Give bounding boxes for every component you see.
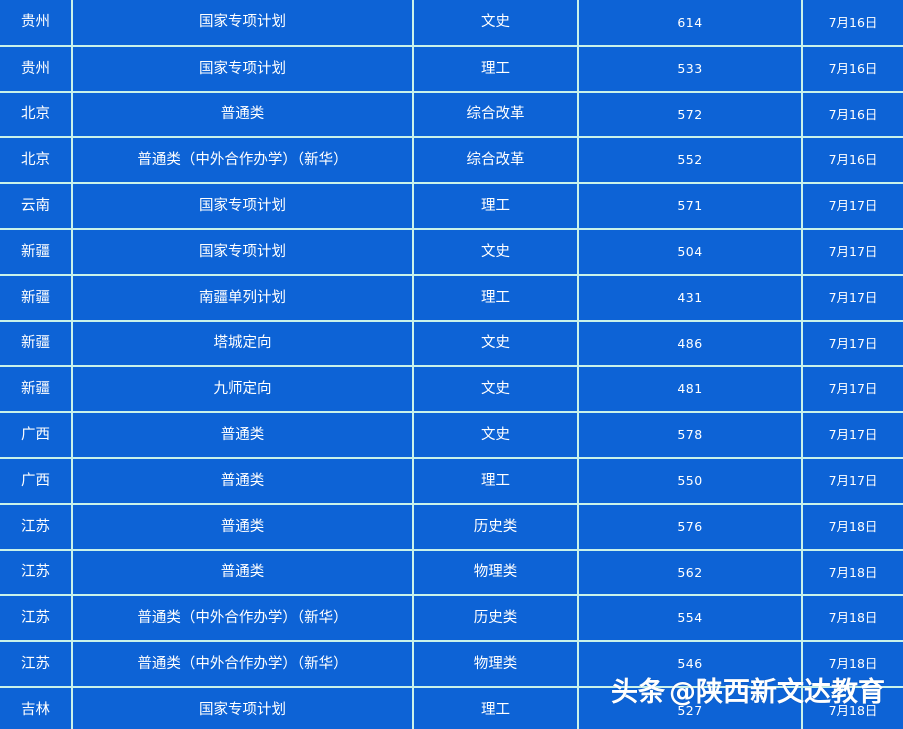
- cell-plan: 国家专项计划: [72, 686, 414, 729]
- cell-score: 431: [578, 274, 803, 322]
- cell-score: 552: [578, 137, 803, 185]
- table-row: 新疆 塔城定向 文史 486 7月17日: [0, 320, 903, 368]
- cell-date: 7月16日: [802, 45, 903, 93]
- cell-plan: 普通类: [72, 91, 414, 139]
- cell-date: 7月18日: [802, 549, 903, 597]
- cell-category: 综合改革: [413, 91, 579, 139]
- table-row: 贵州 国家专项计划 文史 614 7月16日: [0, 0, 903, 47]
- table-row: 江苏 普通类 物理类 562 7月18日: [0, 549, 903, 597]
- cell-plan: 塔城定向: [72, 320, 414, 368]
- cell-province: 新疆: [0, 366, 73, 414]
- cell-category: 理工: [413, 457, 579, 505]
- cell-province: 北京: [0, 137, 73, 185]
- table-row: 贵州 国家专项计划 理工 533 7月16日: [0, 45, 903, 93]
- table-row: 北京 普通类（中外合作办学）（新华） 综合改革 552 7月16日: [0, 137, 903, 185]
- table-row: 江苏 普通类 历史类 576 7月18日: [0, 503, 903, 551]
- cell-province: 江苏: [0, 641, 73, 688]
- table-row: 江苏 普通类（中外合作办学）（新华） 物理类 546 7月18日: [0, 641, 903, 688]
- cell-date: 7月17日: [802, 228, 903, 276]
- cell-plan: 九师定向: [72, 366, 414, 414]
- cell-category: 历史类: [413, 503, 579, 551]
- cell-score: 546: [578, 641, 803, 688]
- table-row: 新疆 九师定向 文史 481 7月17日: [0, 366, 903, 414]
- table-row: 新疆 南疆单列计划 理工 431 7月17日: [0, 274, 903, 322]
- cell-plan: 普通类: [72, 457, 414, 505]
- cell-province: 新疆: [0, 320, 73, 368]
- cell-date: 7月16日: [802, 0, 903, 47]
- cell-province: 北京: [0, 91, 73, 139]
- cell-date: 7月16日: [802, 91, 903, 139]
- cell-score: 562: [578, 549, 803, 597]
- cell-category: 文史: [413, 366, 579, 414]
- table-row: 广西 普通类 文史 578 7月17日: [0, 412, 903, 459]
- cell-date: 7月18日: [802, 503, 903, 551]
- cell-date: 7月17日: [802, 183, 903, 230]
- cell-score: 481: [578, 366, 803, 414]
- cell-date: 7月18日: [802, 686, 903, 729]
- table-row: 北京 普通类 综合改革 572 7月16日: [0, 91, 903, 139]
- cell-date: 7月17日: [802, 274, 903, 322]
- cell-category: 物理类: [413, 549, 579, 597]
- cell-plan: 普通类: [72, 503, 414, 551]
- cell-category: 理工: [413, 274, 579, 322]
- cell-date: 7月17日: [802, 412, 903, 459]
- cell-plan: 普通类: [72, 412, 414, 459]
- cell-score: 554: [578, 595, 803, 643]
- cell-category: 文史: [413, 412, 579, 459]
- cell-date: 7月18日: [802, 595, 903, 643]
- cell-category: 综合改革: [413, 137, 579, 185]
- cell-province: 新疆: [0, 274, 73, 322]
- table-row: 吉林 国家专项计划 理工 527 7月18日: [0, 686, 903, 729]
- cell-category: 理工: [413, 183, 579, 230]
- cell-plan: 国家专项计划: [72, 183, 414, 230]
- cell-date: 7月17日: [802, 366, 903, 414]
- cell-province: 贵州: [0, 0, 73, 47]
- cell-date: 7月17日: [802, 320, 903, 368]
- cell-score: 550: [578, 457, 803, 505]
- cell-category: 理工: [413, 686, 579, 729]
- cell-date: 7月17日: [802, 457, 903, 505]
- table-row: 江苏 普通类（中外合作办学）（新华） 历史类 554 7月18日: [0, 595, 903, 643]
- cell-plan: 国家专项计划: [72, 0, 414, 47]
- cell-date: 7月18日: [802, 641, 903, 688]
- cell-category: 文史: [413, 320, 579, 368]
- cell-province: 广西: [0, 457, 73, 505]
- cell-category: 理工: [413, 45, 579, 93]
- cell-score: 486: [578, 320, 803, 368]
- cell-category: 文史: [413, 0, 579, 47]
- cell-plan: 普通类（中外合作办学）（新华）: [72, 595, 414, 643]
- cell-plan: 国家专项计划: [72, 228, 414, 276]
- table-row: 新疆 国家专项计划 文史 504 7月17日: [0, 228, 903, 276]
- cell-plan: 南疆单列计划: [72, 274, 414, 322]
- cell-score: 533: [578, 45, 803, 93]
- cell-score: 504: [578, 228, 803, 276]
- table-row: 广西 普通类 理工 550 7月17日: [0, 457, 903, 505]
- cell-province: 江苏: [0, 549, 73, 597]
- cell-province: 贵州: [0, 45, 73, 93]
- cell-province: 江苏: [0, 595, 73, 643]
- table-row: 云南 国家专项计划 理工 571 7月17日: [0, 183, 903, 230]
- cell-province: 新疆: [0, 228, 73, 276]
- cell-province: 江苏: [0, 503, 73, 551]
- cell-plan: 普通类（中外合作办学）（新华）: [72, 641, 414, 688]
- cell-plan: 普通类: [72, 549, 414, 597]
- cell-category: 文史: [413, 228, 579, 276]
- cell-score: 576: [578, 503, 803, 551]
- cell-plan: 普通类（中外合作办学）（新华）: [72, 137, 414, 185]
- cell-province: 云南: [0, 183, 73, 230]
- cell-score: 614: [578, 0, 803, 47]
- cell-score: 571: [578, 183, 803, 230]
- cell-category: 物理类: [413, 641, 579, 688]
- cell-score: 527: [578, 686, 803, 729]
- cell-date: 7月16日: [802, 137, 903, 185]
- cell-score: 572: [578, 91, 803, 139]
- cell-plan: 国家专项计划: [72, 45, 414, 93]
- cell-province: 广西: [0, 412, 73, 459]
- cell-category: 历史类: [413, 595, 579, 643]
- cell-score: 578: [578, 412, 803, 459]
- cell-province: 吉林: [0, 686, 73, 729]
